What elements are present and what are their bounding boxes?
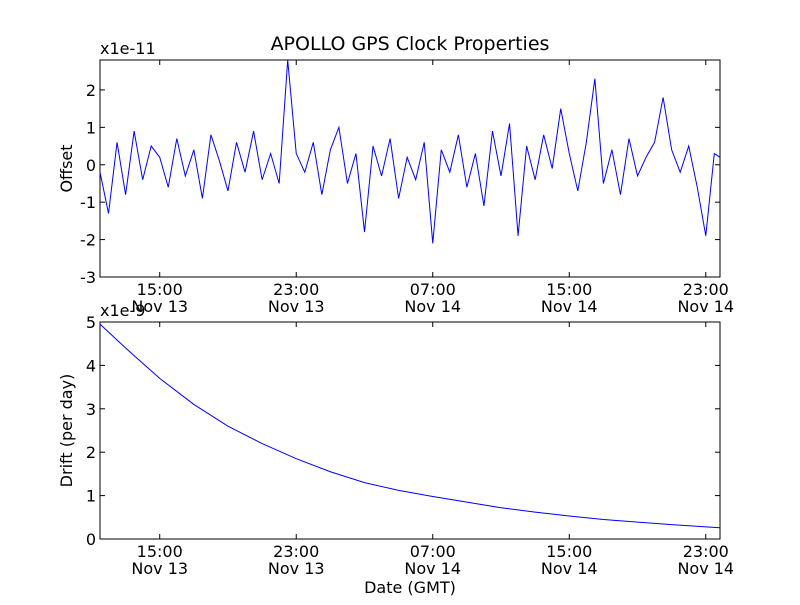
drift-ytick-label: 2 <box>86 443 96 462</box>
offset-xtick-date-label: Nov 13 <box>131 297 188 316</box>
drift-xtick-time-label: 15:00 <box>137 542 183 561</box>
offset-y-axis-label: Offset <box>57 144 76 192</box>
drift-axes-frame <box>99 321 721 540</box>
drift-y-axis-label: Drift (per day) <box>57 374 76 488</box>
offset-y-multiplier: x1e-11 <box>100 39 156 58</box>
offset-ytick-label: -2 <box>80 231 96 250</box>
offset-xtick-date-label: Nov 13 <box>268 297 325 316</box>
offset-chart-title: APOLLO GPS Clock Properties <box>271 33 550 55</box>
drift-ytick-label: 1 <box>86 487 96 506</box>
drift-xtick-date-label: Nov 13 <box>131 559 188 578</box>
drift-series-line-0 <box>99 323 721 529</box>
drift-x-axis-label: Date (GMT) <box>364 578 456 597</box>
drift-xtick-time-label: 15:00 <box>546 542 592 561</box>
drift-ytick-label: 5 <box>86 313 96 332</box>
offset-xtick-time-label: 23:00 <box>683 280 729 299</box>
drift-xtick-date-label: Nov 14 <box>677 559 734 578</box>
drift-xtick-date-label: Nov 13 <box>268 559 325 578</box>
offset-ytick-label: 0 <box>86 156 96 175</box>
drift-y-multiplier: x1e-9 <box>100 301 145 320</box>
offset-xtick-date-label: Nov 14 <box>541 297 598 316</box>
drift-ytick-label: 0 <box>86 530 96 549</box>
drift-xtick-date-label: Nov 14 <box>404 559 461 578</box>
drift-xtick-date-label: Nov 14 <box>541 559 598 578</box>
offset-xtick-time-label: 15:00 <box>546 280 592 299</box>
drift-ytick-label: 3 <box>86 400 96 419</box>
offset-xtick-time-label: 15:00 <box>137 280 183 299</box>
offset-ytick-label: -1 <box>80 193 96 212</box>
offset-series-line-0 <box>99 59 721 244</box>
offset-ytick-label: -3 <box>80 268 96 287</box>
drift-xtick-time-label: 23:00 <box>273 542 319 561</box>
offset-ytick-label: 2 <box>86 81 96 100</box>
offset-xtick-time-label: 07:00 <box>410 280 456 299</box>
offset-xtick-date-label: Nov 14 <box>404 297 461 316</box>
offset-xtick-time-label: 23:00 <box>273 280 319 299</box>
offset-axes-frame <box>99 59 721 278</box>
drift-xtick-time-label: 07:00 <box>410 542 456 561</box>
drift-ytick-label: 4 <box>86 356 96 375</box>
offset-xtick-date-label: Nov 14 <box>677 297 734 316</box>
offset-ytick-label: 1 <box>86 118 96 137</box>
drift-xtick-time-label: 23:00 <box>683 542 729 561</box>
